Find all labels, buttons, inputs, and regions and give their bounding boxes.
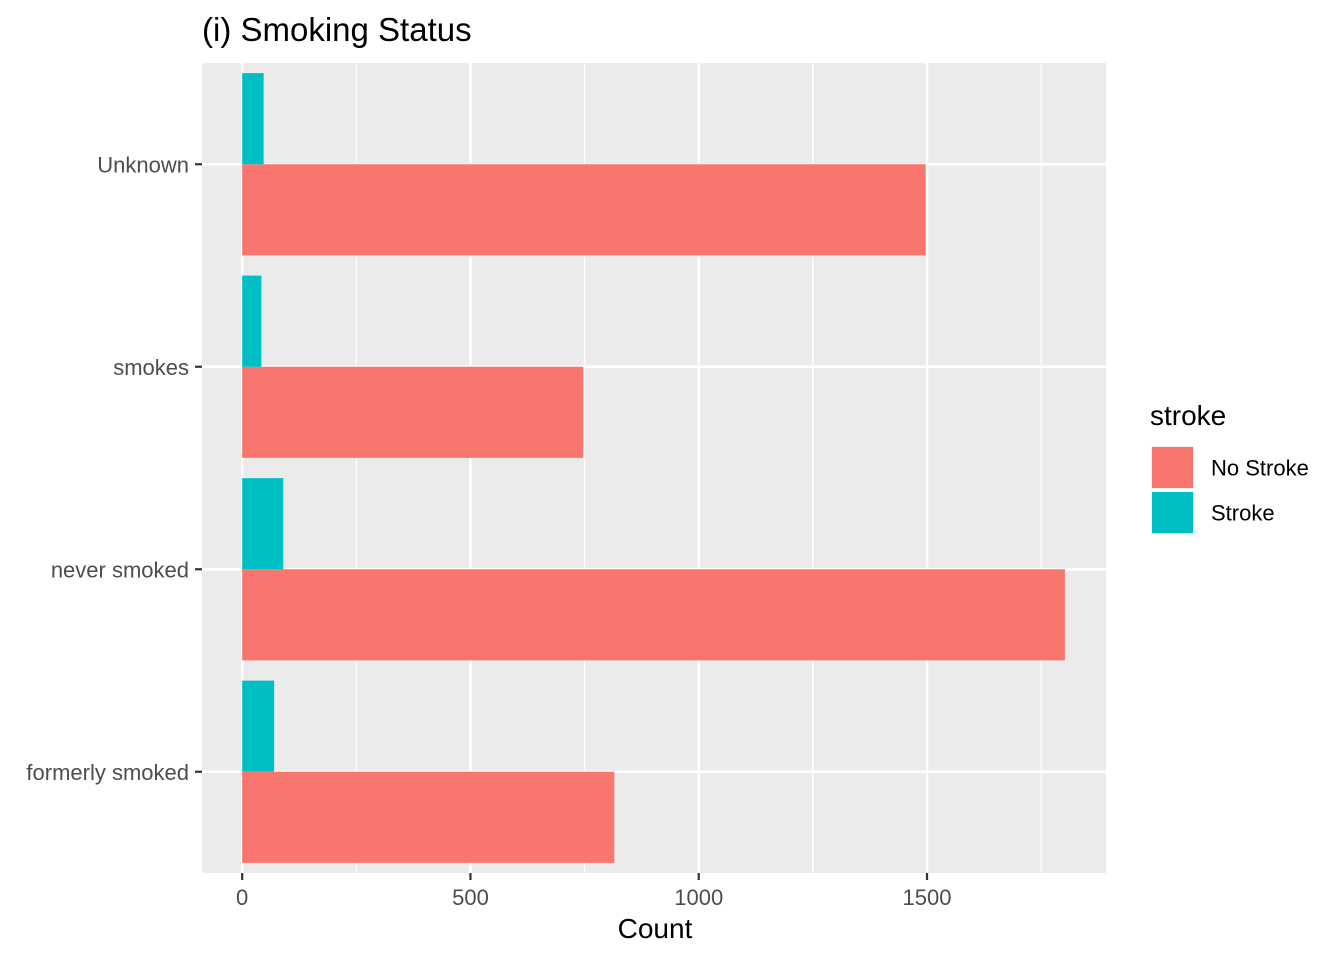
y-tick-label: smokes xyxy=(113,355,189,380)
legend: stroke No Stroke Stroke xyxy=(1150,400,1309,534)
bar-no-stroke xyxy=(242,164,926,256)
y-tick-label: Unknown xyxy=(97,152,189,177)
x-axis: 0 500 1000 1500 xyxy=(236,873,952,910)
legend-swatch xyxy=(1152,447,1193,488)
bar-no-stroke xyxy=(242,771,615,863)
legend-label: Stroke xyxy=(1211,501,1275,526)
y-axis: formerly smoked never smoked smokes Unknown xyxy=(26,152,202,785)
x-tick-label: 500 xyxy=(452,885,489,910)
legend-swatch xyxy=(1152,492,1193,533)
bar-stroke xyxy=(242,478,284,570)
x-axis-title: Count xyxy=(618,913,693,944)
legend-title: stroke xyxy=(1150,400,1226,431)
y-tick-label: never smoked xyxy=(51,557,189,582)
bar-stroke xyxy=(242,680,275,772)
legend-label: No Stroke xyxy=(1211,456,1309,481)
x-tick-label: 0 xyxy=(236,885,248,910)
chart-title: (i) Smoking Status xyxy=(202,11,472,48)
bars xyxy=(242,73,1065,863)
x-tick-label: 1500 xyxy=(903,885,952,910)
x-tick-label: 1000 xyxy=(674,885,723,910)
bar-stroke xyxy=(242,275,262,367)
bar-no-stroke xyxy=(242,569,1065,661)
y-tick-label: formerly smoked xyxy=(26,760,189,785)
bar-stroke xyxy=(242,73,264,165)
bar-no-stroke xyxy=(242,366,584,458)
